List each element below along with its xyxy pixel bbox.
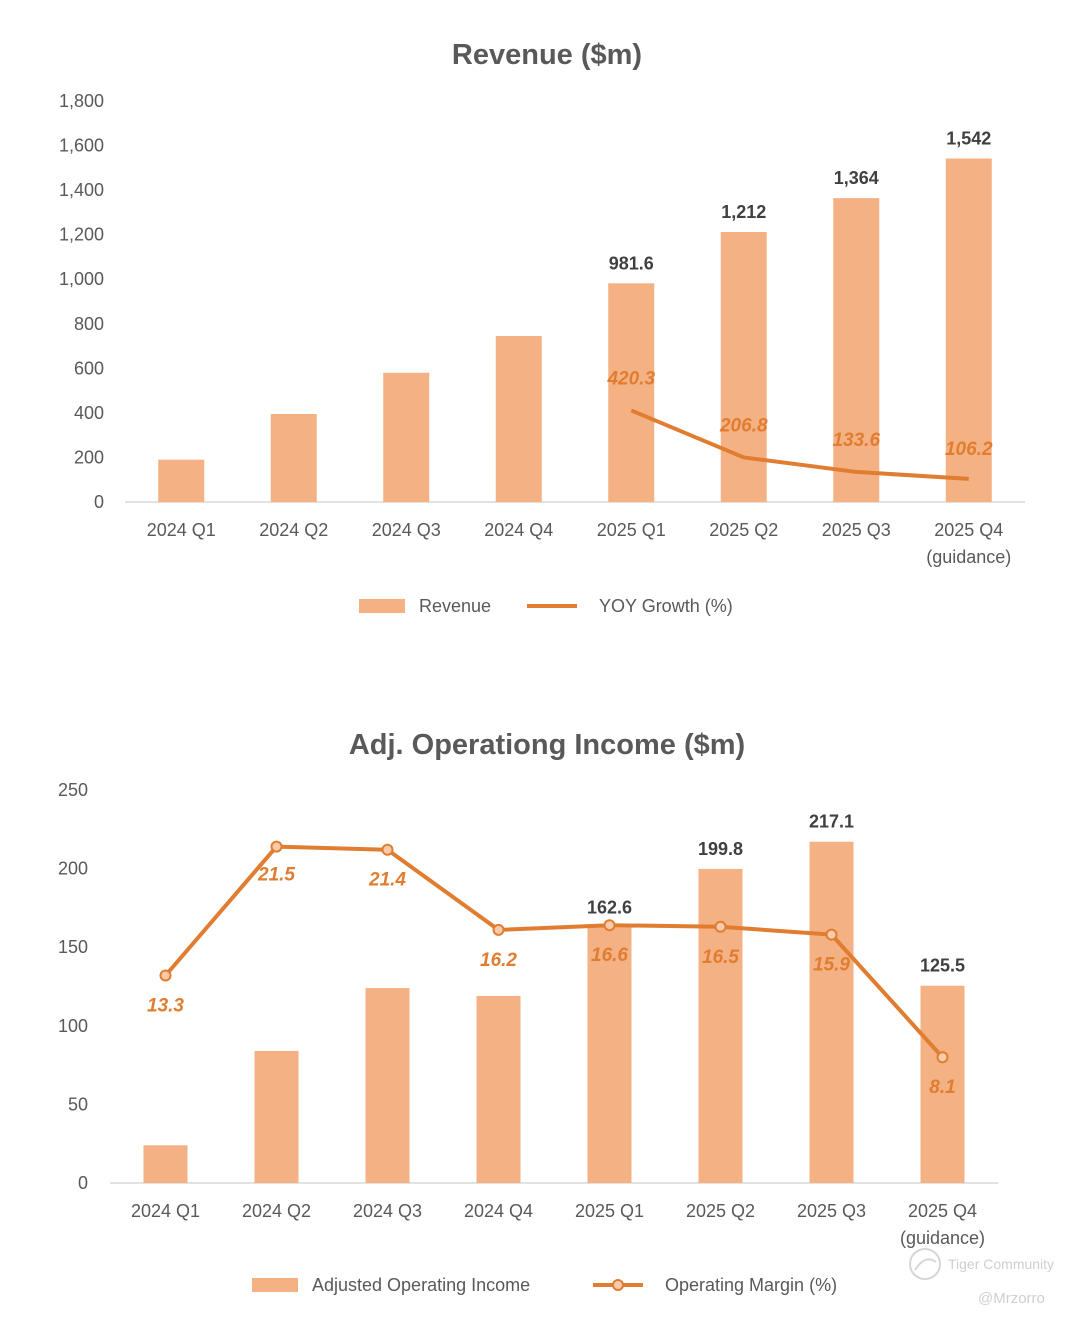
bar (809, 841, 854, 1183)
line-data-label: 21.5 (257, 865, 295, 886)
line-marker (825, 928, 838, 941)
line-marker (492, 923, 505, 936)
line-data-label: 420.3 (606, 368, 655, 389)
line-marker (936, 1051, 949, 1064)
line-marker (159, 969, 172, 982)
watermark-author: @Mrzorro (978, 1290, 1045, 1307)
x-tick-label: 2025 Q3 (822, 520, 891, 540)
y-tick-label: 800 (74, 314, 104, 334)
bar (698, 868, 743, 1183)
y-tick-label: 600 (74, 358, 104, 378)
watermark-brand: Tiger Community (948, 1256, 1054, 1272)
x-tick-label: 2024 Q2 (242, 1201, 311, 1221)
bar (383, 372, 430, 502)
line-marker (714, 920, 727, 933)
x-tick-label: 2024 Q3 (353, 1201, 422, 1221)
y-tick-label: 1,800 (59, 91, 104, 111)
x-tick-label: 2024 Q1 (131, 1201, 200, 1221)
line-marker (603, 919, 616, 932)
legend-swatch-bar (359, 599, 405, 613)
x-tick-label: 2025 Q1 (597, 520, 666, 540)
series-line (630, 408, 969, 481)
bar (270, 414, 317, 502)
line-data-label: 133.6 (832, 430, 880, 451)
line-data-label: 16.6 (591, 945, 628, 966)
line-data-label: 15.9 (813, 955, 850, 976)
y-tick-label: 150 (58, 937, 88, 957)
tiger-logo-stroke (914, 1258, 937, 1271)
x-tick-label: 2025 Q1 (575, 1201, 644, 1221)
legend-swatch-bar (252, 1278, 298, 1292)
y-tick-label: 0 (94, 492, 104, 512)
line-data-label: 13.3 (147, 995, 184, 1016)
y-tick-label: 0 (78, 1173, 88, 1193)
y-tick-label: 50 (68, 1094, 88, 1114)
bar (920, 985, 965, 1183)
bar-data-label: 981.6 (609, 253, 654, 273)
y-tick-label: 1,200 (59, 225, 104, 245)
x-tick-label: 2025 Q2 (686, 1201, 755, 1221)
legend-label: Operating Margin (%) (665, 1275, 837, 1295)
line-data-label: 21.4 (368, 870, 406, 891)
line-data-label: 106.2 (945, 439, 993, 460)
series-line (163, 844, 944, 1059)
legend-label: Adjusted Operating Income (312, 1275, 530, 1295)
bar (945, 158, 992, 502)
y-tick-label: 100 (58, 1016, 88, 1036)
x-tick-label: 2024 Q4 (484, 520, 553, 540)
bar (254, 1050, 299, 1183)
y-tick-label: 1,600 (59, 136, 104, 156)
line-marker (270, 840, 283, 853)
legend-marker (612, 1279, 624, 1291)
bar-data-label: 199.8 (698, 839, 743, 859)
y-tick-label: 250 (58, 780, 88, 800)
line-data-label: 206.8 (719, 415, 768, 436)
bar-data-label: 162.6 (587, 897, 632, 917)
bar (143, 1145, 188, 1183)
line-data-label: 8.1 (929, 1077, 955, 1098)
bar (158, 459, 205, 502)
bar (365, 988, 410, 1183)
line-data-label: 16.2 (480, 950, 517, 971)
bar (476, 995, 521, 1183)
revenue-chart: Revenue ($m) 0 200 400 600 800 1,000 1,200 1,40… (59, 39, 1025, 616)
x-tick-label: 2024 Q1 (147, 520, 216, 540)
legend-label: YOY Growth (%) (599, 596, 733, 616)
bar-data-label: 1,212 (721, 202, 766, 222)
x-tick-label: 2025 Q4 (934, 520, 1003, 540)
x-tick-label: 2024 Q2 (259, 520, 328, 540)
x-tick-sublabel: (guidance) (926, 547, 1011, 567)
x-tick-sublabel: (guidance) (900, 1228, 985, 1248)
legend-label: Revenue (419, 596, 491, 616)
x-tick-label: 2024 Q4 (464, 1201, 533, 1221)
line-marker (381, 843, 394, 856)
bar-data-label: 217.1 (809, 812, 854, 832)
bar (608, 283, 655, 502)
y-tick-label: 1,000 (59, 269, 104, 289)
bar-data-label: 1,542 (946, 128, 991, 148)
y-tick-label: 200 (58, 859, 88, 879)
bar (833, 198, 880, 502)
bar (587, 927, 632, 1183)
watermark: Tiger Community @Mrzorro (909, 1248, 1054, 1307)
line-data-label: 16.5 (702, 947, 739, 968)
tiger-logo-icon (909, 1248, 941, 1280)
x-tick-label: 2025 Q4 (908, 1201, 977, 1221)
x-tick-label: 2025 Q3 (797, 1201, 866, 1221)
chart-title: Adj. Operationg Income ($m) (349, 729, 745, 761)
bar-data-label: 1,364 (834, 168, 879, 188)
y-tick-label: 400 (74, 403, 104, 423)
x-tick-label: 2024 Q3 (372, 520, 441, 540)
bar-data-label: 125.5 (920, 956, 965, 976)
y-tick-label: 200 (74, 447, 104, 467)
y-tick-label: 1,400 (59, 180, 104, 200)
chart-title: Revenue ($m) (452, 39, 642, 71)
x-tick-label: 2025 Q2 (709, 520, 778, 540)
bar (495, 336, 542, 502)
operating-income-chart: Adj. Operationg Income ($m) 0 50 100 150 200… (58, 729, 998, 1295)
